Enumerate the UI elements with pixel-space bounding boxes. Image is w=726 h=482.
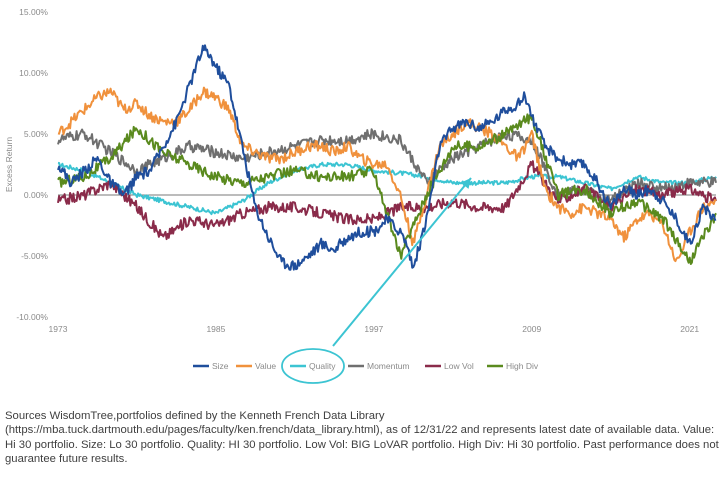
excess-return-chart: Excess Return 15.00% 10.00% 5.00% 0.00% -5.0… bbox=[4, 7, 717, 384]
y-tick-label: 5.00% bbox=[24, 129, 49, 139]
legend: Size Value Quality Momentum Low Vol High Div bbox=[193, 361, 539, 371]
legend-item-quality: Quality bbox=[290, 361, 336, 371]
legend-label: Value bbox=[255, 361, 276, 371]
y-tick-label: 0.00% bbox=[24, 190, 49, 200]
x-tick-label: 1973 bbox=[49, 324, 68, 334]
x-axis-ticks: 1973 1985 1997 2009 2021 bbox=[49, 324, 700, 334]
legend-label: Momentum bbox=[367, 361, 410, 371]
series-line-size bbox=[57, 44, 717, 271]
x-tick-label: 2009 bbox=[522, 324, 541, 334]
legend-label: Size bbox=[212, 361, 229, 371]
series-line-momentum bbox=[57, 128, 717, 204]
series-line-value bbox=[57, 86, 717, 263]
legend-label: Quality bbox=[309, 361, 336, 371]
source-footnote: Sources WisdomTree,portfolios defined by… bbox=[5, 410, 719, 466]
quality-highlight-annotation bbox=[281, 177, 472, 384]
x-tick-label: 2021 bbox=[680, 324, 699, 334]
highlight-arrow-shaft bbox=[332, 177, 472, 347]
legend-item-momentum: Momentum bbox=[348, 361, 410, 371]
y-axis-title-group: Excess Return bbox=[4, 137, 14, 193]
legend-item-low-vol: Low Vol bbox=[425, 361, 474, 371]
y-tick-label: -5.00% bbox=[21, 251, 48, 261]
y-tick-label: 10.00% bbox=[19, 68, 48, 78]
y-axis-title: Excess Return bbox=[4, 137, 14, 193]
legend-item-size: Size bbox=[193, 361, 229, 371]
x-tick-label: 1997 bbox=[364, 324, 383, 334]
series-lines bbox=[57, 44, 717, 271]
highlight-arrow-head bbox=[460, 178, 471, 189]
legend-item-high-div: High Div bbox=[487, 361, 539, 371]
x-tick-label: 1985 bbox=[206, 324, 225, 334]
legend-label: High Div bbox=[506, 361, 539, 371]
y-tick-label: -10.00% bbox=[16, 312, 48, 322]
legend-item-value: Value bbox=[236, 361, 276, 371]
legend-label: Low Vol bbox=[444, 361, 474, 371]
series-line-quality bbox=[57, 161, 717, 216]
quality-legend-highlight-ellipse bbox=[281, 348, 345, 384]
y-axis-ticks: 15.00% 10.00% 5.00% 0.00% -5.00% -10.00% bbox=[16, 7, 48, 322]
series-line-high-div bbox=[57, 113, 717, 265]
y-tick-label: 15.00% bbox=[19, 7, 48, 17]
